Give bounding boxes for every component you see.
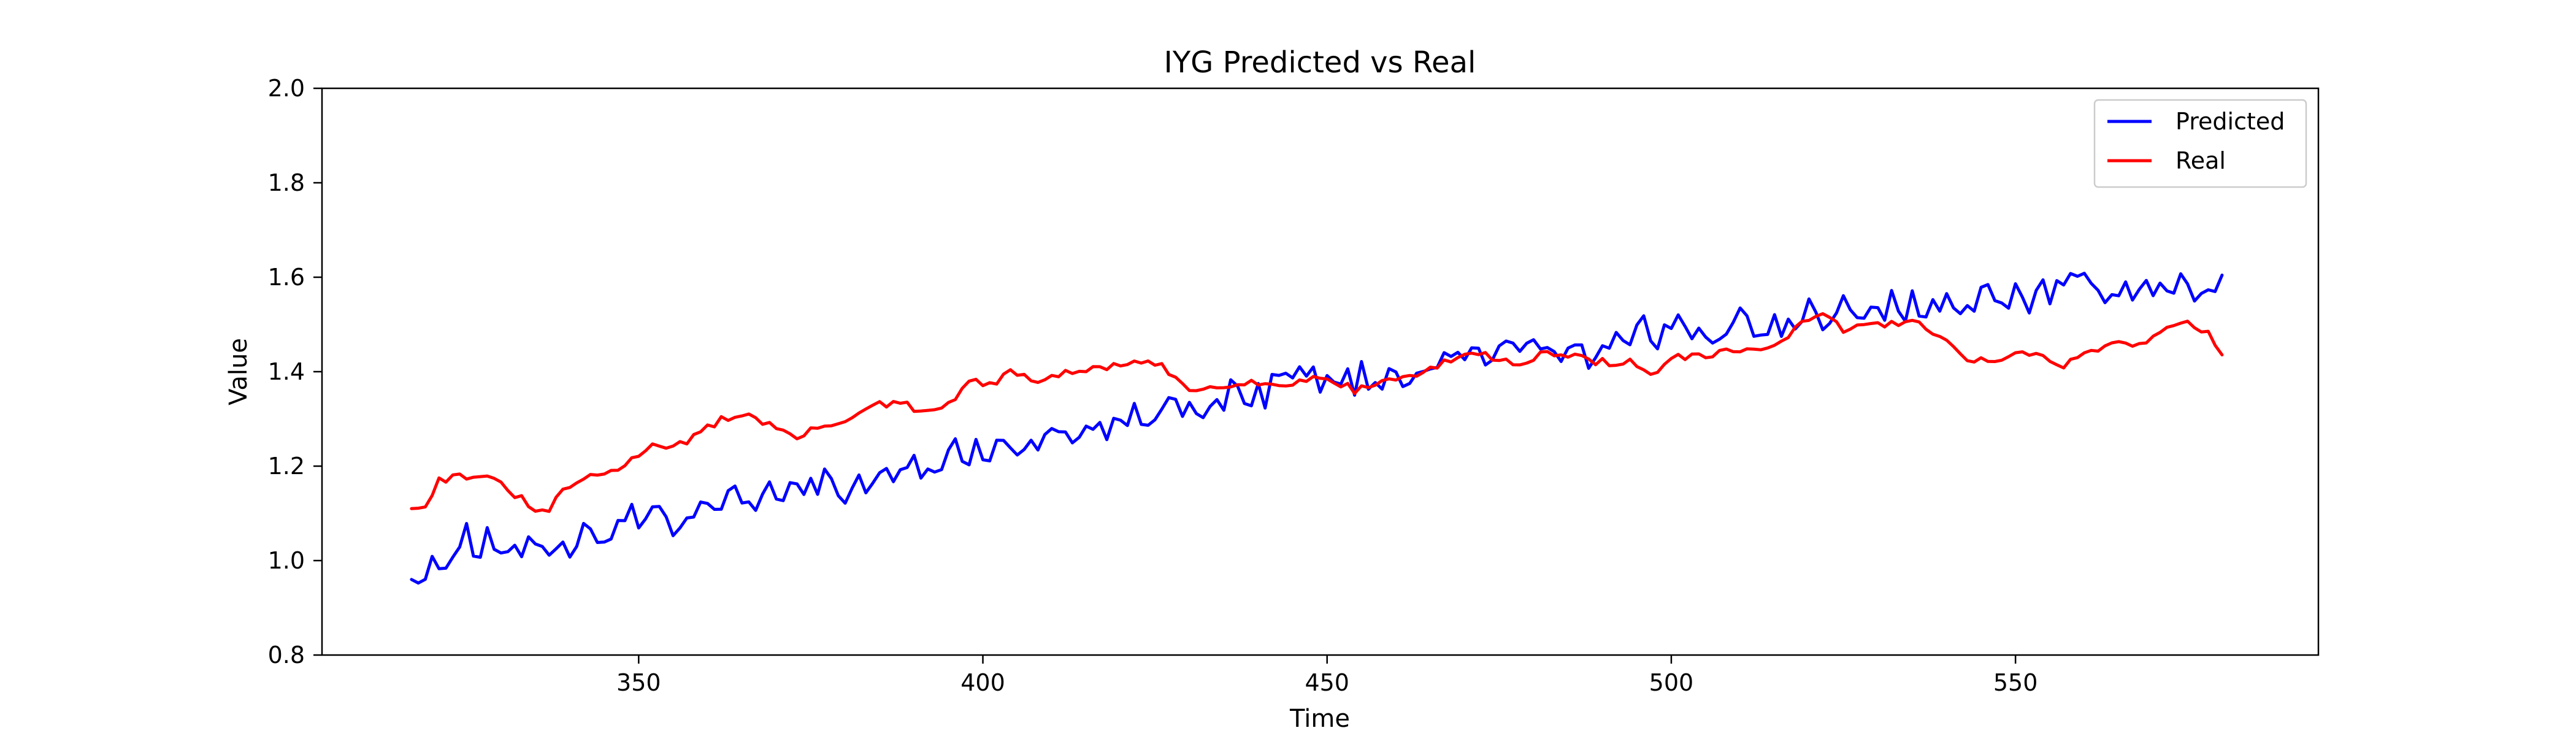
y-axis-title: Value xyxy=(224,338,253,405)
x-axis-title: Time xyxy=(1289,705,1350,733)
y-tick-label: 1.0 xyxy=(268,547,305,574)
legend: Predicted Real xyxy=(2093,99,2307,188)
chart-title: IYG Predicted vs Real xyxy=(1164,45,1476,80)
y-tick-label: 1.8 xyxy=(268,169,305,196)
y-tick-label: 1.6 xyxy=(268,264,305,291)
x-axis: 350 400 450 500 550 xyxy=(616,655,2037,696)
y-tick-label: 1.2 xyxy=(268,453,305,480)
y-tick-label: 1.4 xyxy=(268,358,305,385)
x-tick-label: 550 xyxy=(1993,669,2038,696)
y-tick-label: 0.8 xyxy=(268,642,305,669)
y-tick-label: 2.0 xyxy=(268,75,305,102)
plot-frame xyxy=(321,87,2320,656)
x-tick-label: 450 xyxy=(1305,669,1349,696)
y-axis: 0.8 1.0 1.2 1.4 1.6 1.8 2.0 xyxy=(268,75,322,669)
x-tick-label: 400 xyxy=(960,669,1005,696)
series-line-predicted xyxy=(410,272,2224,585)
series-layer xyxy=(410,272,2224,585)
x-tick-label: 500 xyxy=(1649,669,1694,696)
x-tick-label: 350 xyxy=(616,669,661,696)
legend-label-real: Real xyxy=(2175,147,2226,174)
series-line-real xyxy=(410,312,2224,513)
legend-label-predicted: Predicted xyxy=(2175,108,2285,135)
